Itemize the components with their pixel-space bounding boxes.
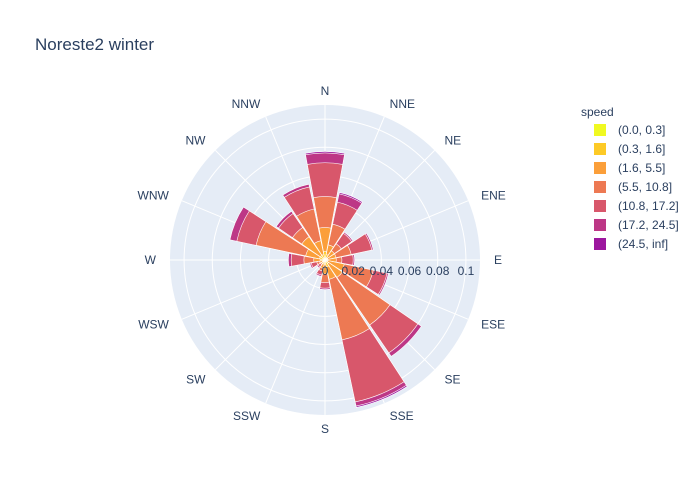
bar-nw-series-2 xyxy=(301,236,326,261)
radial-tick-label: 0.04 xyxy=(370,264,394,278)
bar-n-series-2 xyxy=(318,227,332,261)
legend-label: (0.3, 1.6] xyxy=(618,142,665,156)
radial-tick-label: 0.02 xyxy=(342,264,366,278)
chart-title: Noreste2 winter xyxy=(35,35,154,54)
angular-gridline xyxy=(265,259,326,404)
legend-swatch xyxy=(594,162,606,174)
angular-gridline xyxy=(215,259,326,370)
legend-swatch xyxy=(594,219,606,231)
legend-swatch xyxy=(594,238,606,250)
direction-label-nne: NNE xyxy=(390,97,415,111)
legend-item[interactable]: (0.0, 0.3] xyxy=(594,123,665,137)
direction-label-nnw: NNW xyxy=(232,97,261,111)
legend-label: (0.0, 0.3] xyxy=(618,123,665,137)
direction-label-wsw: WSW xyxy=(138,318,169,332)
legend-swatch xyxy=(594,200,606,212)
direction-label-sse: SSE xyxy=(390,409,414,423)
legend-item[interactable]: (5.5, 10.8] xyxy=(594,180,672,194)
bar-sse-series-1 xyxy=(324,259,330,268)
legend-label: (10.8, 17.2] xyxy=(618,199,679,213)
radial-tick-labels: 0 0.02 0.04 0.06 0.08 0.1 xyxy=(322,264,475,278)
legend-label: (1.6, 5.5] xyxy=(618,161,665,175)
bar-n-series-1 xyxy=(323,251,327,261)
direction-label-se: SE xyxy=(445,373,461,387)
bar-s-series-2 xyxy=(322,259,328,275)
angular-gridline xyxy=(181,259,326,320)
bar-ese-series-2 xyxy=(324,259,345,272)
bar-sse-series-3 xyxy=(324,259,370,341)
bar-se-series-3 xyxy=(324,259,391,326)
radial-tick-label: 0.08 xyxy=(426,264,450,278)
direction-label-sw: SW xyxy=(186,373,206,387)
legend-label: (5.5, 10.8] xyxy=(618,180,672,194)
direction-labels: N NNE NE ENE E ESE SE SSE S SSW SW WSW W WNW NW NNW xyxy=(138,84,506,436)
legend-item[interactable]: (17.2, 24.5] xyxy=(594,218,679,232)
legend-item[interactable]: (10.8, 17.2] xyxy=(594,199,679,213)
legend[interactable]: speed (0.0, 0.3] (0.3, 1.6] (1.6, 5.5] (5.5… xyxy=(581,105,679,251)
direction-label-ne: NE xyxy=(445,133,462,147)
legend-item[interactable]: (24.5, inf] xyxy=(594,237,668,251)
direction-label-wnw: WNW xyxy=(138,188,170,202)
direction-label-ssw: SSW xyxy=(233,409,261,423)
legend-swatch xyxy=(594,124,606,136)
direction-label-n: N xyxy=(321,84,330,98)
legend-item[interactable]: (1.6, 5.5] xyxy=(594,161,665,175)
direction-label-ese: ESE xyxy=(481,318,505,332)
legend-label: (17.2, 24.5] xyxy=(618,218,679,232)
direction-label-nw: NW xyxy=(185,133,206,147)
bar-se-series-2 xyxy=(324,259,343,278)
direction-label-e: E xyxy=(494,253,502,267)
bar-nnw-series-0 xyxy=(323,258,326,261)
legend-title: speed xyxy=(581,105,614,119)
direction-label-ene: ENE xyxy=(481,188,506,202)
legend-item[interactable]: (0.3, 1.6] xyxy=(594,142,665,156)
radial-tick-label: 0.1 xyxy=(458,264,475,278)
radial-tick-label: 0.06 xyxy=(398,264,422,278)
legend-swatch xyxy=(594,143,606,155)
direction-label-s: S xyxy=(321,422,329,436)
legend-label: (24.5, inf] xyxy=(618,237,668,251)
direction-label-w: W xyxy=(145,253,157,267)
legend-swatch xyxy=(594,181,606,193)
radial-tick-label: 0 xyxy=(322,264,329,278)
bars-layer xyxy=(229,151,422,408)
